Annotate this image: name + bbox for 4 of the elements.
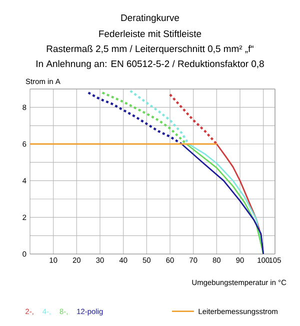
chart-title: Deratingkurve <box>121 14 180 23</box>
text: Rastermaß 2,5 mm / Leiterquerschnitt 0,5 mm² „f“ <box>46 45 254 54</box>
text: In Anlehnung an: EN 60512-5-2 / Reduktionsfaktor 0,8 <box>36 60 264 69</box>
chart-subtitle: Federleiste mit Stiftleiste <box>99 30 202 38</box>
